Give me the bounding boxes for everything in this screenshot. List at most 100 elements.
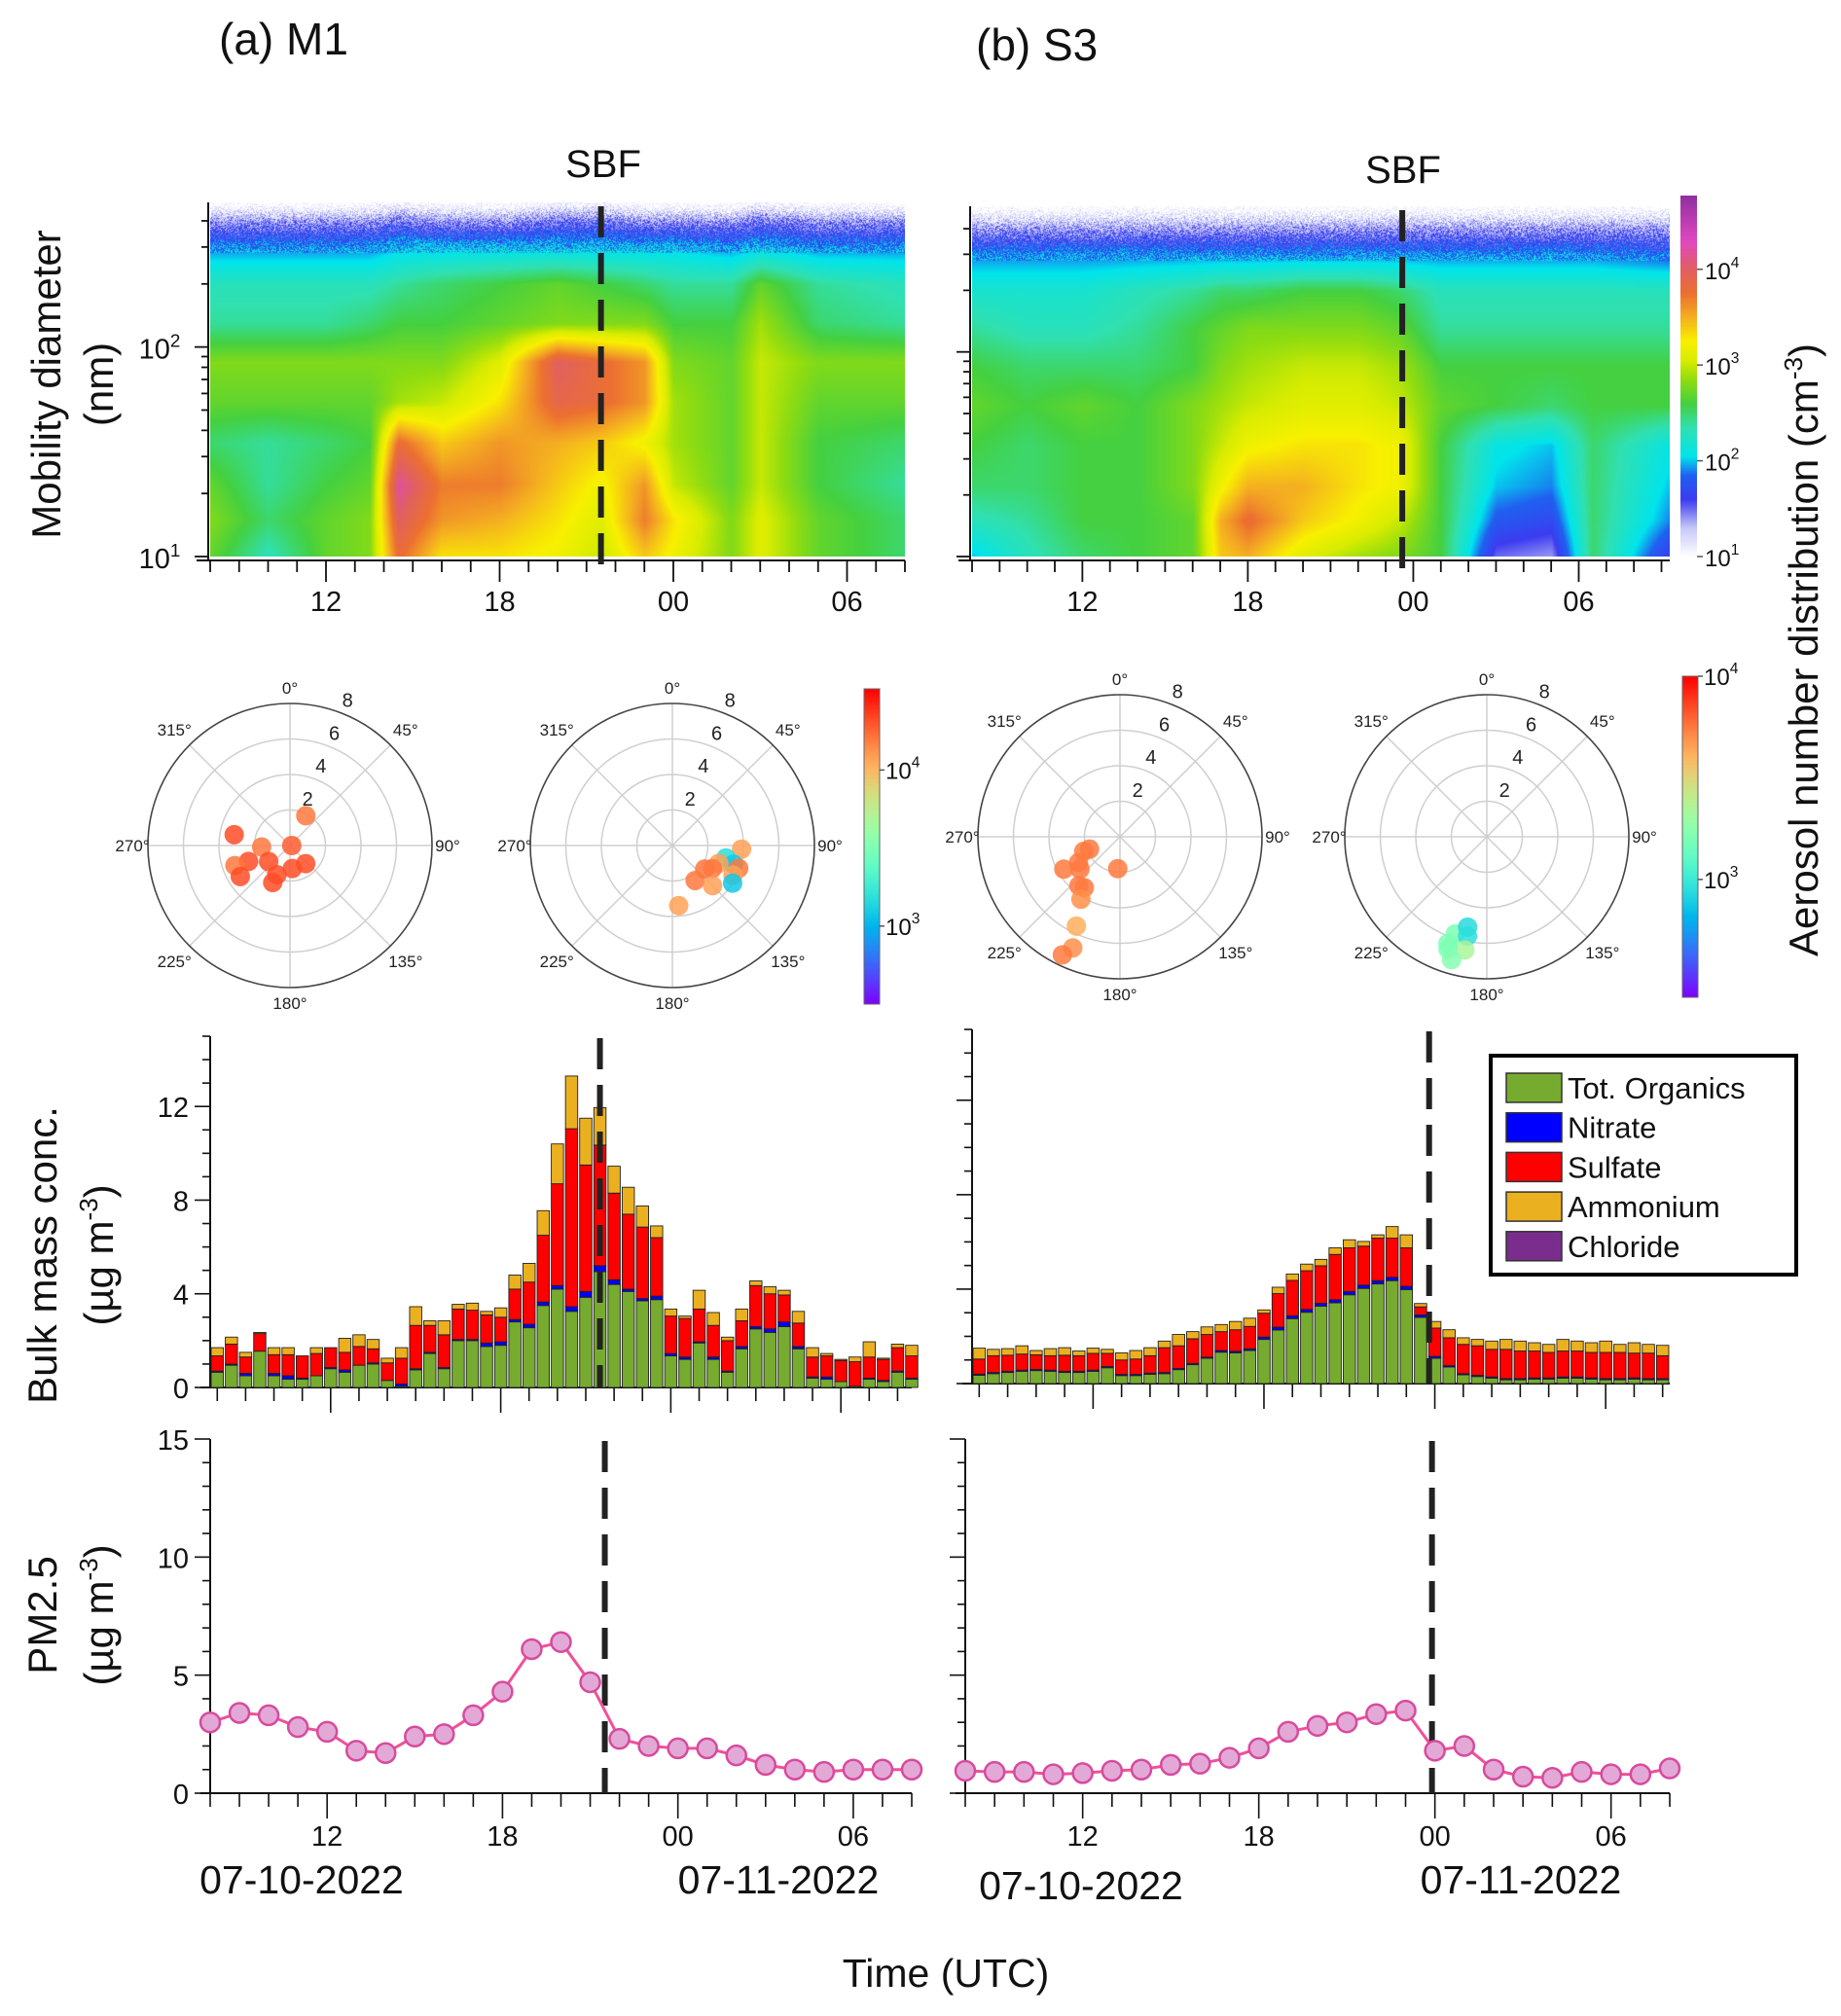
size-y-label-line2: (nm) [76,342,122,426]
bar-segment-sulfate [1414,1306,1427,1315]
bar-segment-sulfate [394,1357,409,1385]
polar-point [1054,859,1074,880]
polar-outer-ring [977,694,1263,980]
bar-segment-ammonium [1556,1339,1570,1351]
polar-radius-label: 8 [343,691,353,712]
bar-segment-sulfate [281,1353,295,1377]
bar-segment-ammonium [1257,1309,1271,1314]
bar-segment-ammonium [1457,1337,1470,1346]
bar-segment-tot-organics [1556,1377,1570,1385]
bar-segment-sulfate [1086,1352,1101,1371]
bar-segment-sulfate [877,1358,890,1382]
stacked-bar [309,1347,323,1388]
stacked-bar [1300,1263,1314,1385]
stacked-bar [1457,1337,1470,1385]
colorbar-tick-label: 103 [1704,864,1738,894]
bar-segment-tot-organics [972,1375,987,1385]
pm25-point [1453,1735,1476,1757]
bar-segment-ammonium [1343,1239,1356,1248]
heatmap-m1 [210,202,905,557]
bar-segment-ammonium [735,1308,748,1321]
bar-segment-tot-organics [877,1381,890,1388]
bar-segment-tot-organics [423,1352,437,1388]
bar-segment-tot-organics [806,1377,819,1388]
stacked-bar [1086,1348,1101,1385]
stacked-bar [890,1344,905,1388]
mass-y-label-line1: Bulk mass conc. [19,1106,65,1404]
polar-radius-label: 8 [725,691,736,712]
x-tick-label: 18 [1244,1821,1275,1853]
bar-segment-nitrate [650,1295,664,1301]
stacked-bar [564,1075,579,1388]
bar-segment-sulfate [862,1356,877,1379]
stacked-bar [536,1209,551,1388]
bar-segment-tot-organics [621,1290,635,1388]
bar-segment-ammonium [1470,1339,1485,1347]
stacked-bar [1200,1326,1214,1385]
bar-segment-sulfate [1385,1238,1399,1278]
heatmap-s3 [972,206,1670,557]
stacked-bar [238,1351,253,1388]
bar-segment-sulfate [621,1213,635,1290]
colorbar-tick-label: 103 [885,911,920,941]
bar-segment-sulfate [210,1355,224,1372]
x-tick-label: 18 [484,587,515,618]
bar-segment-sulfate [253,1333,267,1352]
bar-segment-sulfate [890,1347,905,1372]
polar-angle-label: 45° [1223,712,1248,731]
bar-segment-ammonium [1442,1329,1456,1339]
bar-segment-nitrate [281,1375,295,1381]
stacked-bar [508,1275,522,1388]
stacked-bar [1214,1323,1228,1385]
polar-point [1052,945,1072,965]
stacked-bar [1157,1340,1172,1385]
bar-segment-ammonium [238,1351,253,1358]
bar-segment-ammonium [253,1331,267,1335]
bar-segment-nitrate [607,1278,621,1285]
bar-segment-nitrate [523,1323,536,1329]
polar-point [251,837,271,857]
bar-segment-ammonium [1015,1345,1029,1355]
stacked-bar [1498,1339,1513,1385]
bar-segment-sulfate [1058,1354,1071,1372]
bar-segment-sulfate [1528,1350,1541,1379]
stacked-bar [1584,1342,1599,1385]
bar-segment-ammonium [862,1341,877,1358]
polar-angle-label: 270° [115,837,149,855]
bar-segment-ammonium [819,1352,834,1356]
bar-segment-ammonium [366,1339,380,1350]
bar-segment-ammonium [749,1280,763,1286]
pm25-point [579,1671,601,1694]
y-tick-label: 102 [139,331,181,366]
bar-segment-ammonium [508,1275,522,1290]
legend-label: Sulfate [1568,1150,1662,1184]
polar-point [1441,950,1462,970]
polar-radius-label: 2 [1499,780,1510,802]
number-distribution-label: Aerosol number distribution (cm-3) [1779,343,1826,956]
pm25-point [521,1638,543,1661]
colorbar-tick-label: 104 [885,754,920,784]
stacked-bar [987,1349,1000,1385]
bar-segment-ammonium [281,1347,295,1355]
polar-spoke [1119,836,1221,938]
bar-segment-sulfate [1043,1354,1058,1371]
stacked-bar [338,1338,352,1388]
polar-spoke [671,845,774,947]
polar-angle-label: 45° [776,721,801,739]
polar-spoke [189,744,291,846]
bar-segment-sulfate [1314,1265,1328,1304]
bar-segment-tot-organics [1257,1339,1271,1385]
bar-segment-sulfate [295,1355,309,1379]
stacked-bar [1186,1331,1200,1385]
stacked-bar [650,1225,664,1388]
stacked-bar [324,1347,338,1388]
stacked-bar [692,1289,706,1388]
bar-segment-sulfate [706,1324,720,1358]
bar-segment-tot-organics [1214,1351,1228,1385]
polar-spoke [571,744,673,846]
bar-segment-ammonium [763,1286,777,1295]
stacked-bar [972,1348,987,1385]
x-tick-label: 12 [310,587,342,618]
bar-segment-ammonium [309,1347,323,1354]
stacked-bar [1414,1303,1427,1385]
